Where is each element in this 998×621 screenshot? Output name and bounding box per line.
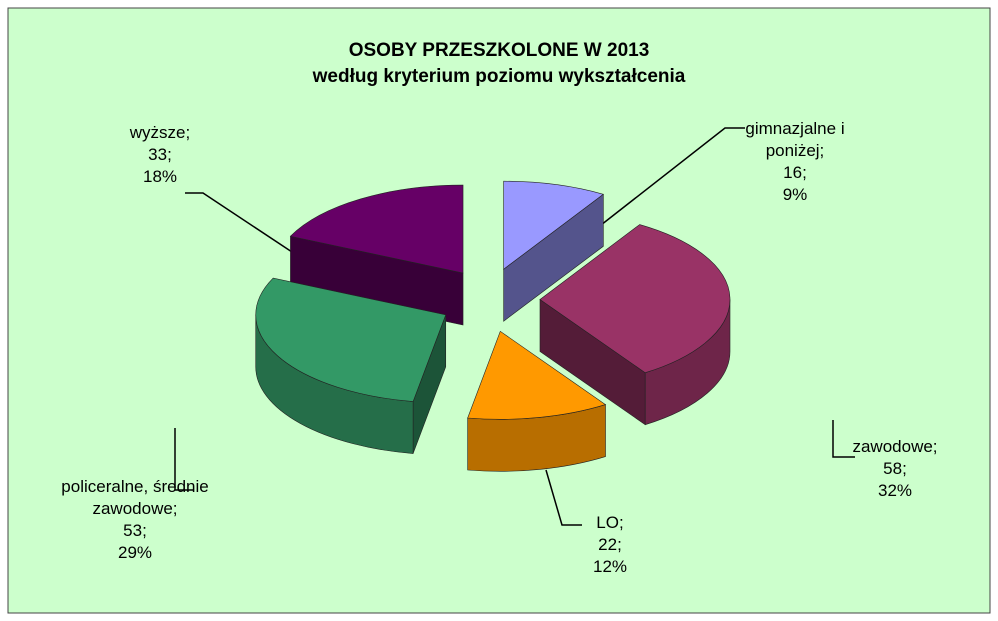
label-name: LO; [596, 513, 624, 532]
label-value: 33; [148, 145, 172, 164]
label-value: 22; [598, 535, 622, 554]
label-value: 16; [783, 163, 807, 182]
leader-line [832, 420, 855, 458]
label-percent: 9% [782, 185, 808, 204]
data-label: zawodowe; 58; 32% [825, 436, 965, 502]
label-percent: 12% [592, 557, 628, 576]
label-name: wyższe; [129, 123, 191, 142]
chart-subtitle: według kryterium poziomu wykształcenia [312, 66, 686, 87]
leader-line [577, 127, 745, 244]
chart-area [7, 7, 991, 614]
slice [467, 330, 607, 420]
chart-title: OSOBY PRZESZKOLONE W 2013 [348, 40, 650, 61]
label-value: 58; [883, 459, 907, 478]
slice [289, 184, 464, 274]
label-percent: 29% [117, 543, 153, 562]
label-percent: 32% [877, 481, 913, 500]
label-name: zawodowe; [852, 437, 938, 456]
slice [255, 277, 447, 402]
label-name: gimnazjalne i poniżej; [745, 119, 845, 160]
label-value: 53; [123, 521, 147, 540]
data-label: policeralne, średnie zawodowe; 53; 29% [50, 476, 220, 564]
slice [503, 180, 604, 270]
data-label: LO; 22; 12% [560, 512, 660, 578]
label-name: policeralne, średnie zawodowe; [61, 477, 209, 518]
leader-line [545, 469, 582, 526]
data-label: gimnazjalne i poniżej; 16; 9% [745, 118, 845, 206]
label-percent: 18% [142, 167, 178, 186]
leader-line [174, 428, 193, 491]
leader-line [185, 192, 293, 253]
slice [539, 224, 731, 374]
data-label: wyższe; 33; 18% [100, 122, 220, 188]
